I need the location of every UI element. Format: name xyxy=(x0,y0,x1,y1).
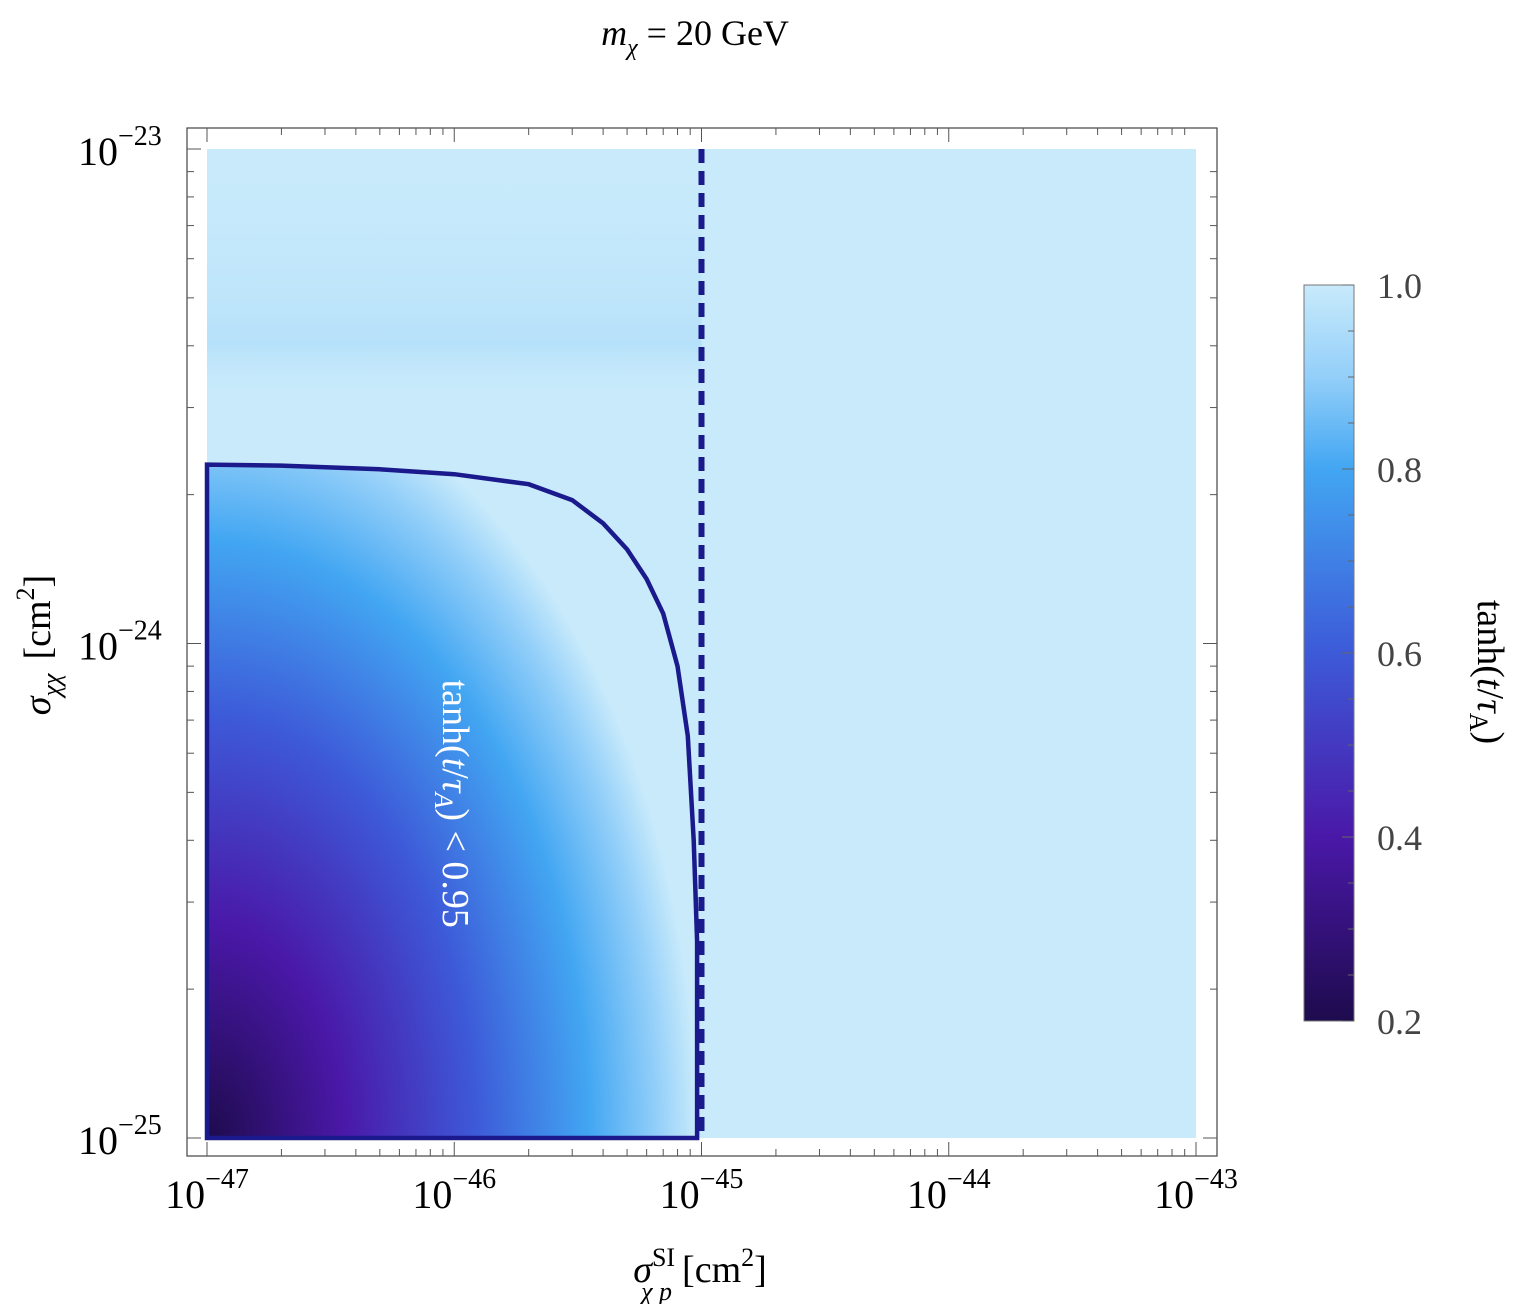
cbar-label-t: t xyxy=(1469,678,1511,690)
x-tick-label: 10−47 xyxy=(165,1164,249,1217)
chart-title: mχ = 20 GeV xyxy=(601,13,789,61)
contour-label-t: t xyxy=(434,758,476,770)
colorbar-tick-label: 1.0 xyxy=(1377,266,1422,306)
x-tick-label: 10−45 xyxy=(660,1164,744,1217)
y-label-unit: [cm xyxy=(17,600,59,659)
cbar-label-slash: / xyxy=(1469,689,1511,700)
x-label-unit-sup: 2 xyxy=(741,1243,754,1272)
y-label-unit-sup: 2 xyxy=(11,587,40,600)
x-label-sym: σ xyxy=(633,1249,653,1291)
heatmap-inner-region xyxy=(207,464,698,1138)
title-sub: χ xyxy=(625,35,639,61)
contour-label-slash: / xyxy=(434,768,476,779)
x-label-sub: χ p xyxy=(638,1277,672,1304)
title-rest: = 20 GeV xyxy=(638,13,789,53)
y-axis-label: σχχ [cm2] xyxy=(11,575,66,715)
colorbar: 1.0 0.8 0.6 0.4 0.2 tanh(t/τA) xyxy=(1303,266,1511,1042)
y-label-sym: σ xyxy=(17,695,59,715)
y-tick-label: 10−23 xyxy=(78,121,162,174)
cbar-label-sub: A xyxy=(1464,713,1493,732)
y-tick-label: 10−24 xyxy=(78,616,162,669)
title-var: m xyxy=(601,13,627,53)
heatmap-inner-gradient xyxy=(207,464,698,1138)
x-axis: 10−47 10−46 10−45 10−44 10−43 xyxy=(165,128,1238,1217)
x-axis-label: σSI χ p [cm2] xyxy=(633,1243,767,1304)
contour-label-sub: A xyxy=(429,790,458,808)
y-axis: 10−25 10−24 10−23 xyxy=(78,121,1217,1163)
cbar-label-pre: tanh( xyxy=(1469,600,1511,678)
x-tick-label: 10−46 xyxy=(412,1164,496,1217)
cbar-label-post: ) xyxy=(1469,731,1511,744)
contour-label-pre: tanh( xyxy=(434,680,476,758)
cbar-label-tau: τ xyxy=(1469,699,1511,714)
contour-label-post: ) < 0.95 xyxy=(434,808,476,928)
colorbar-tick-label: 0.8 xyxy=(1377,450,1422,490)
colorbar-ticks: 1.0 0.8 0.6 0.4 0.2 xyxy=(1342,266,1422,1042)
x-tick-label: 10−44 xyxy=(907,1164,991,1217)
y-label-sub: χχ xyxy=(37,673,66,699)
colorbar-tick-label: 0.4 xyxy=(1377,818,1422,858)
x-label-unit: [cm xyxy=(682,1249,741,1291)
contour-label-tau: τ xyxy=(434,779,476,794)
heatmap xyxy=(207,149,1196,1138)
heatmap-upper-fade xyxy=(207,149,702,505)
x-tick-label: 10−43 xyxy=(1154,1164,1238,1217)
contour-label: tanh(t/τA) < 0.95 xyxy=(429,680,476,928)
colorbar-label: tanh(t/τA) xyxy=(1464,600,1511,744)
y-label-unit-end: ] xyxy=(17,575,59,588)
colorbar-tick-label: 0.6 xyxy=(1377,634,1422,674)
x-label-unit-end: ] xyxy=(754,1249,767,1291)
y-tick-label: 10−25 xyxy=(78,1110,162,1163)
x-label-sup: SI xyxy=(652,1243,675,1272)
colorbar-tick-label: 0.2 xyxy=(1377,1002,1422,1042)
contour-line xyxy=(204,462,700,1141)
